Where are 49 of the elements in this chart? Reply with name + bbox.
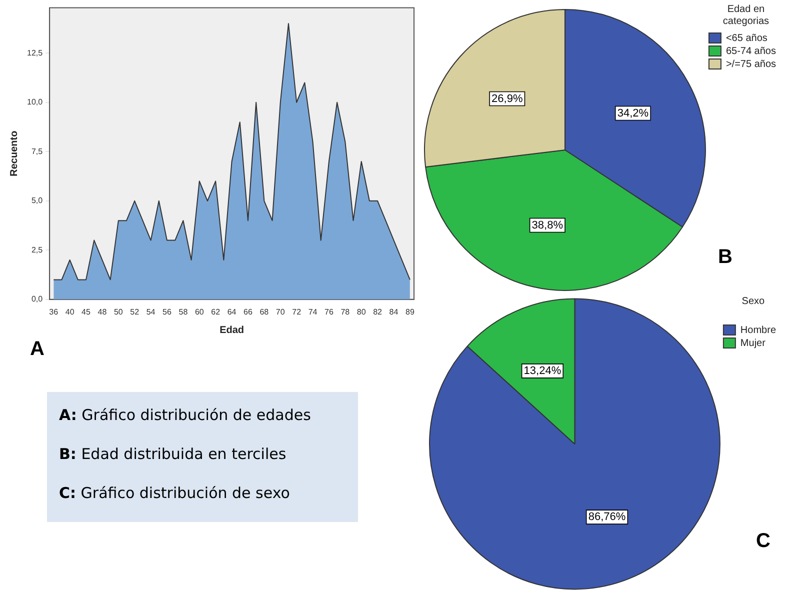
data-label: 13,24% (524, 364, 562, 377)
y-tick-label: 0,0 (31, 294, 44, 304)
legend-label: Hombre (740, 324, 776, 336)
y-tick-label: 2,5 (31, 245, 44, 254)
y-axis-title: Recuento (8, 130, 20, 176)
x-tick-label: 89 (406, 307, 415, 316)
y-tick-label: 10,0 (26, 98, 44, 107)
x-tick-label: 50 (114, 307, 124, 316)
x-tick-label: 78 (340, 307, 350, 316)
text: B: Edad distribuida en terciles (59, 445, 288, 463)
x-tick-label: 72 (292, 307, 302, 316)
x-tick-label: 40 (65, 307, 75, 316)
y-tick-label: 12,5 (26, 48, 44, 58)
legend-label: <65 años (726, 32, 768, 44)
x-tick-label: 60 (194, 307, 204, 316)
x-tick-label: 82 (373, 307, 383, 316)
x-tick-label: 54 (146, 307, 156, 316)
x-tick-label: 48 (98, 307, 108, 316)
y-tick-label: 5,0 (31, 196, 44, 206)
legend-label: >/=75 años (726, 58, 776, 70)
x-tick-label: 80 (356, 307, 366, 316)
x-tick-label: 70 (276, 307, 286, 316)
data-label: 86,76% (588, 511, 626, 524)
x-tick-label: 36 (49, 307, 59, 316)
legend-label: Mujer (740, 338, 766, 349)
text: C: Gráfico distribución de sexo (59, 484, 291, 502)
x-tick-label: 68 (260, 307, 270, 316)
legend-label: 65-74 años (726, 46, 776, 57)
x-tick-label: 56 (162, 307, 172, 316)
x-tick-label: 74 (308, 307, 318, 316)
data-label: 34,2% (617, 107, 649, 120)
x-tick-label: 66 (244, 307, 253, 316)
x-tick-label: 52 (130, 307, 140, 316)
y-tick-label: 7,5 (31, 146, 44, 156)
legend-title: Edad en categorias (722, 4, 770, 28)
x-axis-title: Edad (220, 324, 244, 336)
x-tick-label: 45 (82, 307, 92, 316)
legend-title: Sexo (740, 296, 766, 308)
x-tick-label: 84 (389, 307, 399, 316)
x-tick-label: 76 (324, 307, 334, 316)
x-tick-label: 62 (211, 307, 221, 316)
data-label: 26,9% (492, 92, 523, 105)
x-tick-label: 64 (227, 307, 237, 316)
x-tick-label: 58 (178, 307, 188, 316)
text: C (756, 530, 770, 553)
text: A (30, 338, 44, 361)
data-label: 38,8% (532, 219, 564, 232)
text: B (718, 246, 732, 269)
text: A: Gráfico distribución de edades (59, 406, 312, 424)
